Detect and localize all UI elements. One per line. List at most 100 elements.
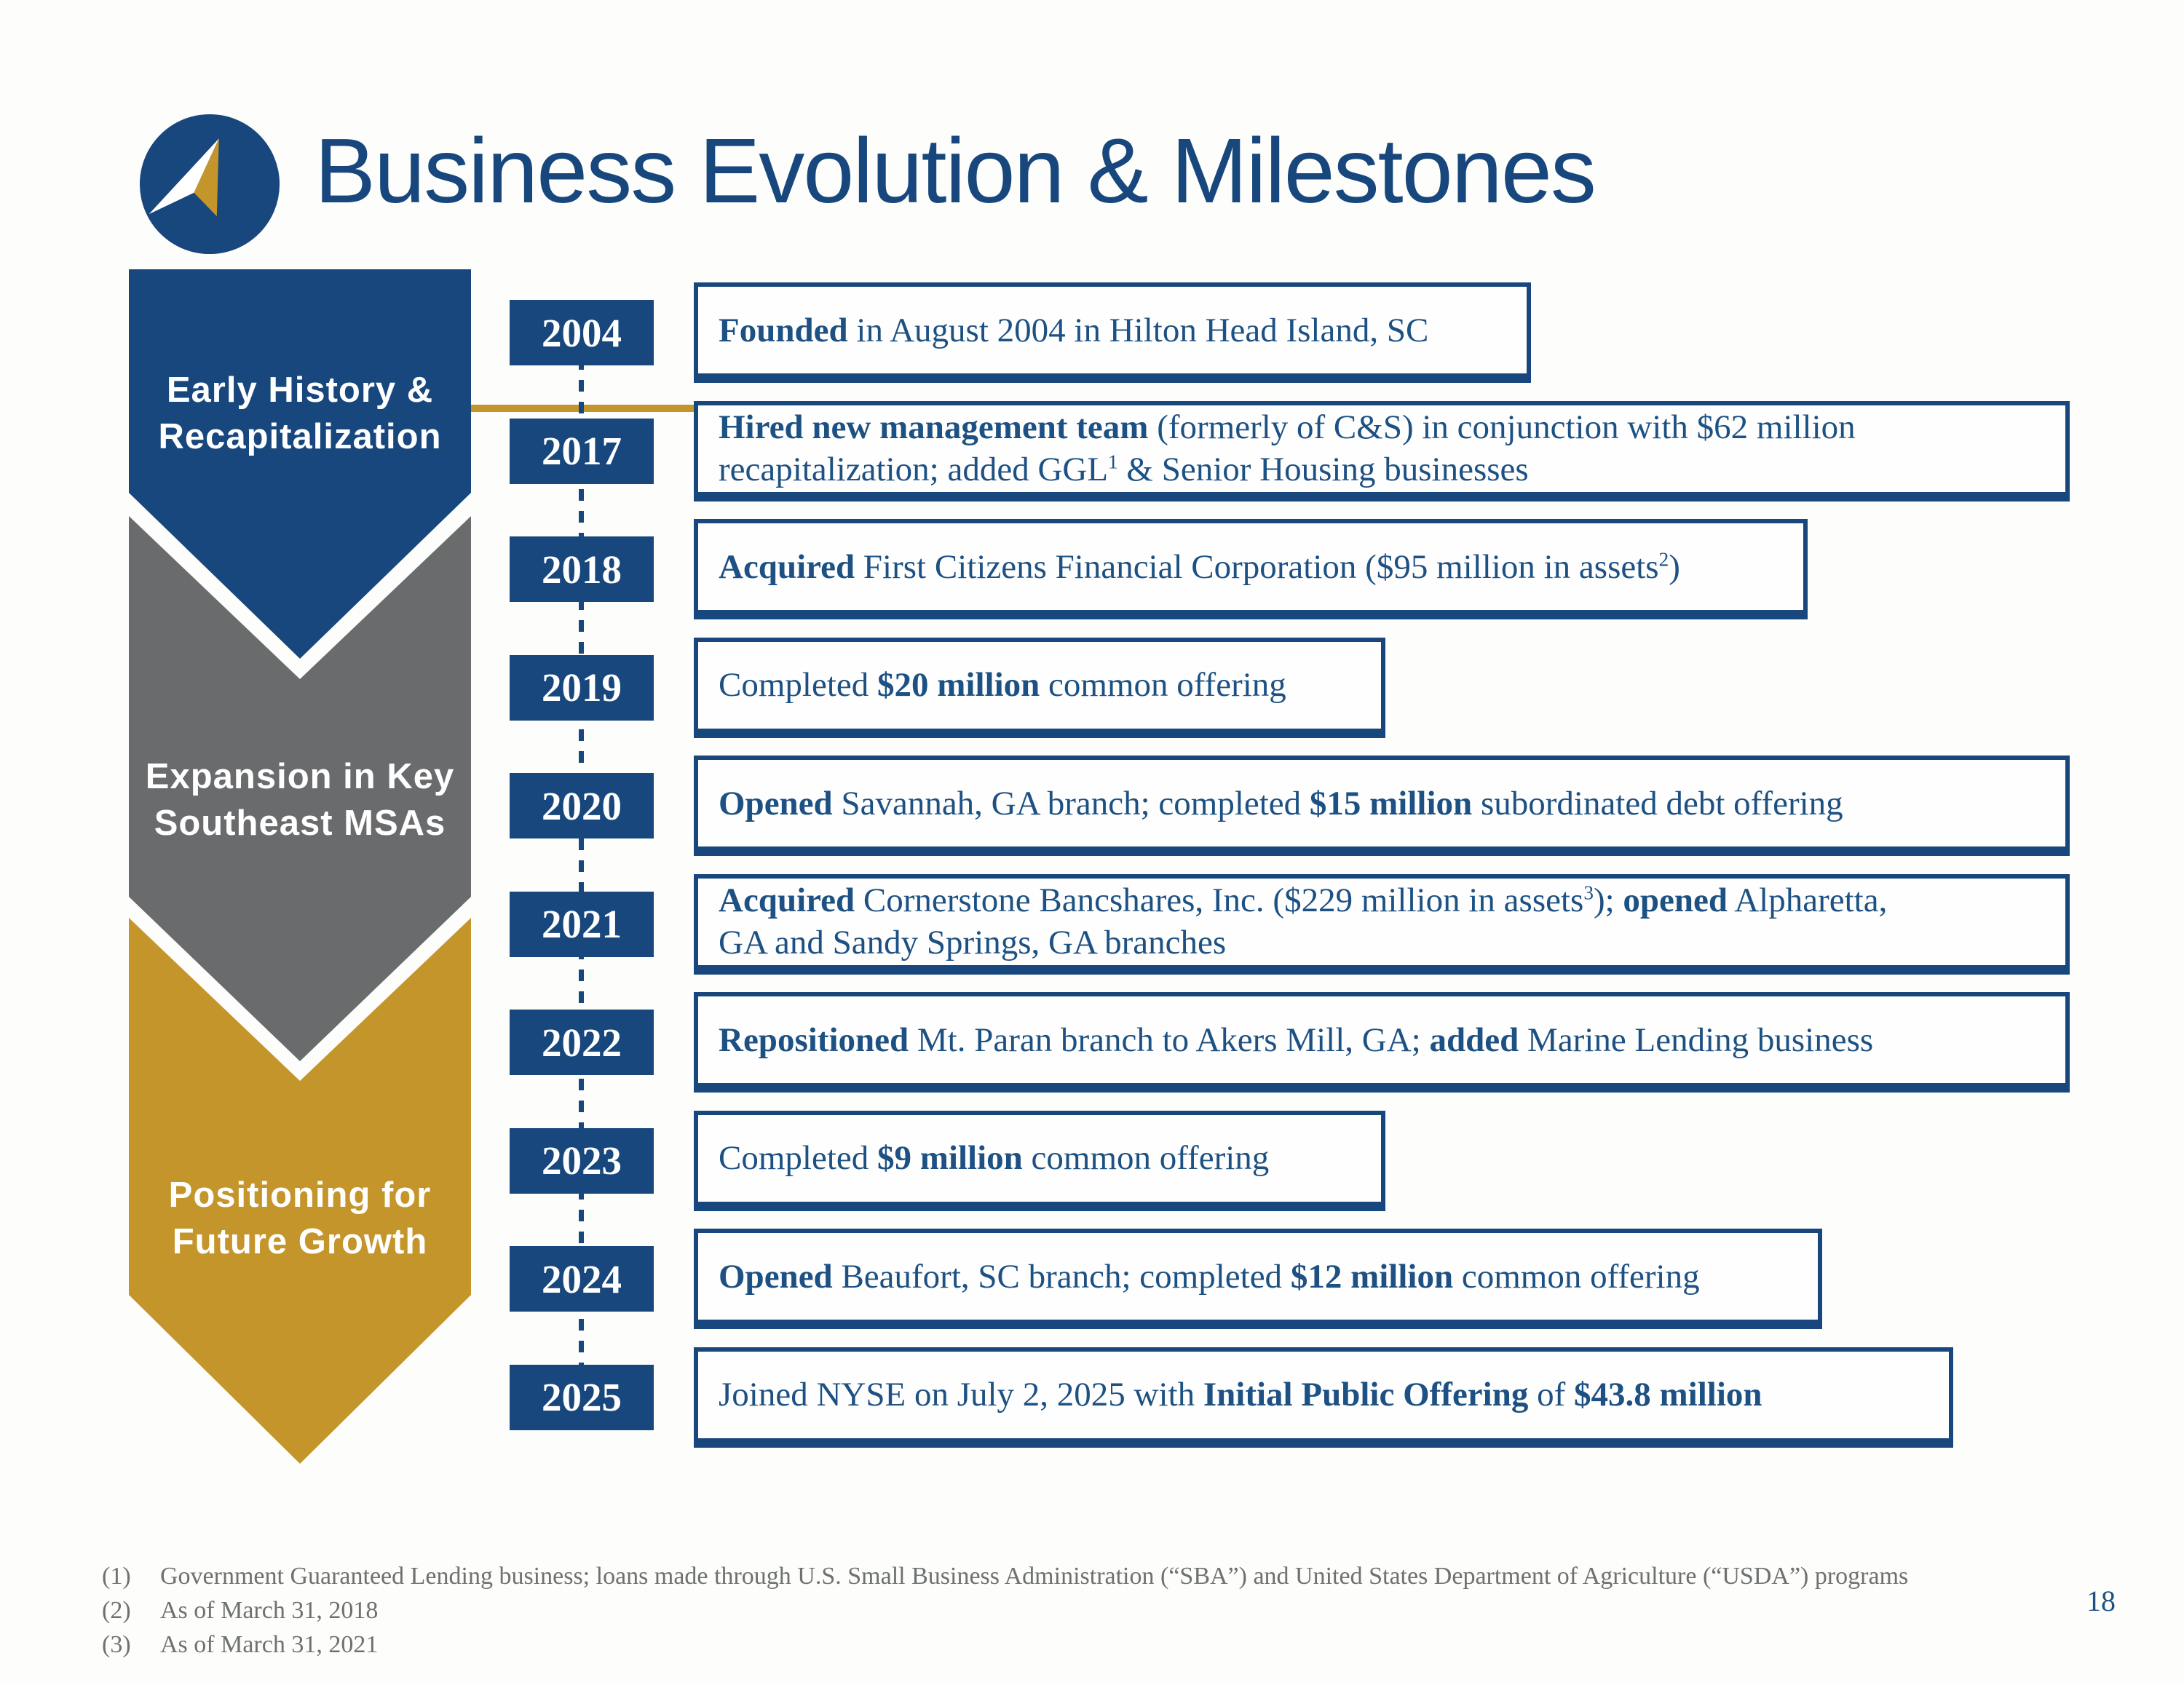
timeline-year-2018: 2018: [510, 536, 654, 602]
timeline-year-2025: 2025: [510, 1364, 654, 1430]
timeline-connector-line: [579, 358, 584, 1374]
milestone-text: Completed $9 million common offering: [719, 1137, 1269, 1179]
phase-chevrons: Early History & Recapitalization Expansi…: [129, 269, 471, 1470]
page-title: Business Evolution & Milestones: [314, 119, 1597, 222]
milestone-text-segment: Savannah, GA branch; completed: [832, 784, 1310, 822]
milestone-text-segment: Mt. Paran branch to Akers Mill, GA;: [909, 1020, 1430, 1059]
milestone-box-2019: Completed $20 million common offering: [694, 637, 1385, 738]
milestone-box-2018: Acquired First Citizens Financial Corpor…: [694, 519, 1808, 619]
milestone-text-segment: 3: [1583, 881, 1594, 904]
year-label: 2025: [542, 1375, 622, 1419]
phase-label-line: Early History &: [166, 370, 434, 410]
footnote-1: (1) Government Guaranteed Lending busines…: [102, 1559, 1908, 1593]
year-label: 2021: [542, 902, 622, 946]
timeline-year-2017: 2017: [510, 418, 654, 484]
phase-label-line: Recapitalization: [158, 417, 442, 456]
timeline-year-2004: 2004: [510, 300, 654, 365]
footnote-text: Government Guaranteed Lending business; …: [160, 1563, 1909, 1590]
milestone-box-2020: Opened Savannah, GA branch; completed $1…: [694, 756, 2070, 856]
footnote-marker: (2): [102, 1597, 131, 1624]
milestone-text: Hired new management team (formerly of C…: [719, 406, 1856, 491]
year-label: 2020: [542, 783, 622, 828]
phase-label-line: Future Growth: [172, 1222, 428, 1261]
phase-chevron-early-history: [129, 269, 471, 659]
milestone-text: Completed $20 million common offering: [719, 664, 1286, 706]
milestone-box-2004: Founded in August 2004 in Hilton Head Is…: [694, 282, 1531, 383]
phase-label-line: Southeast MSAs: [154, 804, 446, 843]
timeline-year-2024: 2024: [510, 1246, 654, 1312]
milestone-text-segment: subordinated debt offering: [1472, 784, 1843, 822]
timeline-year-2019: 2019: [510, 654, 654, 721]
milestone-text: Repositioned Mt. Paran branch to Akers M…: [719, 1019, 1873, 1061]
milestone-box-2024: Opened Beaufort, SC branch; completed $1…: [694, 1229, 1822, 1329]
year-label: 2018: [542, 547, 622, 592]
year-label: 2024: [542, 1256, 622, 1301]
milestone-box-2021: Acquired Cornerstone Bancshares, Inc. ($…: [694, 873, 2070, 975]
timeline-year-2020: 2020: [510, 773, 654, 838]
timeline-year-2023: 2023: [510, 1127, 654, 1194]
company-logo-icon: [139, 114, 280, 255]
milestone-text-segment: Initial Public Offering: [1203, 1376, 1529, 1414]
milestone-text-segment: common offering: [1022, 1139, 1270, 1177]
year-label: 2022: [542, 1020, 622, 1065]
milestone-text-segment: in August 2004 in Hilton Head Island, SC: [847, 311, 1429, 349]
milestone-text-segment: & Senior Housing businesses: [1117, 451, 1529, 488]
milestone-text-segment: common offering: [1453, 1257, 1700, 1296]
page-number: 18: [2086, 1585, 2116, 1617]
milestone-text: Acquired First Citizens Financial Corpor…: [719, 546, 1680, 588]
milestone-box-2022: Repositioned Mt. Paran branch to Akers M…: [694, 992, 2070, 1093]
phase-label-early-history: Early History & Recapitalization: [129, 367, 471, 460]
milestone-box-2017: Hired new management team (formerly of C…: [694, 400, 2070, 501]
milestone-box-2023: Completed $9 million common offering: [694, 1110, 1385, 1211]
milestone-text-segment: added: [1429, 1020, 1519, 1059]
milestone-text: Joined NYSE on July 2, 2025 with Initial…: [719, 1373, 1762, 1416]
footnote-text: As of March 31, 2021: [160, 1631, 379, 1658]
phase-label-line: Positioning for: [168, 1175, 432, 1215]
milestone-text-segment: Beaufort, SC branch; completed: [832, 1257, 1291, 1296]
milestone-text: Founded in August 2004 in Hilton Head Is…: [719, 309, 1428, 352]
footnote-2: (2) As of March 31, 2018: [102, 1593, 1908, 1627]
milestone-text-segment: $15 million: [1309, 784, 1473, 822]
milestone-text-segment: );: [1593, 881, 1623, 919]
milestone-box-2025: Joined NYSE on July 2, 2025 with Initial…: [694, 1347, 1953, 1448]
year-label: 2017: [542, 429, 622, 473]
phase-label-line: Expansion in Key: [145, 757, 455, 796]
milestone-text-segment: ): [1669, 547, 1680, 586]
milestone-text: Acquired Cornerstone Bancshares, Inc. ($…: [719, 879, 1887, 964]
milestone-text-segment: First Citizens Financial Corporation ($9…: [855, 547, 1659, 586]
milestone-text-segment: common offering: [1040, 666, 1286, 704]
milestone-text: Opened Beaufort, SC branch; completed $1…: [719, 1256, 1700, 1298]
phase-chevron-positioning: [129, 918, 471, 1464]
timeline-year-2021: 2021: [510, 891, 654, 957]
milestone-text-segment: $9 million: [877, 1139, 1023, 1177]
milestone-text-segment: 1: [1108, 451, 1118, 473]
milestone-text-segment: GA and Sandy Springs, GA branches: [719, 924, 1227, 962]
phase-label-expansion: Expansion in Key Southeast MSAs: [129, 753, 471, 847]
footnote-marker: (1): [102, 1563, 131, 1590]
milestone-text-segment: Repositioned: [719, 1020, 909, 1059]
milestone-text-segment: recapitalization; added GGL: [719, 451, 1109, 488]
timeline-year-2022: 2022: [510, 1010, 654, 1075]
phase-chevron-expansion: [129, 516, 471, 1061]
milestone-text-segment: Completed: [719, 1139, 877, 1177]
milestone-text-segment: Joined NYSE on July 2, 2025 with: [719, 1376, 1203, 1414]
milestone-text-segment: Founded: [719, 311, 848, 349]
footnotes: (1) Government Guaranteed Lending busines…: [102, 1559, 1908, 1662]
milestone-text-segment: $12 million: [1290, 1257, 1454, 1296]
milestone-text-segment: Opened: [719, 784, 833, 822]
year-label: 2023: [542, 1138, 622, 1183]
milestone-text-segment: opened: [1623, 881, 1728, 919]
milestone-text-segment: Cornerstone Bancshares, Inc. ($229 milli…: [855, 881, 1584, 919]
phase-label-positioning: Positioning for Future Growth: [129, 1172, 471, 1265]
milestone-text-segment: $20 million: [877, 666, 1040, 704]
milestone-text-segment: Hired new management team: [719, 408, 1149, 446]
milestone-text: Opened Savannah, GA branch; completed $1…: [719, 782, 1843, 825]
footnote-marker: (3): [102, 1631, 131, 1658]
footnote-3: (3) As of March 31, 2021: [102, 1627, 1908, 1662]
year-label: 2004: [542, 310, 622, 355]
milestone-text-segment: of: [1528, 1376, 1575, 1414]
footnote-text: As of March 31, 2018: [160, 1597, 379, 1624]
milestone-text-segment: Marine Lending business: [1519, 1020, 1874, 1059]
milestone-text-segment: (formerly of C&S) in conjunction with $6…: [1148, 408, 1856, 446]
